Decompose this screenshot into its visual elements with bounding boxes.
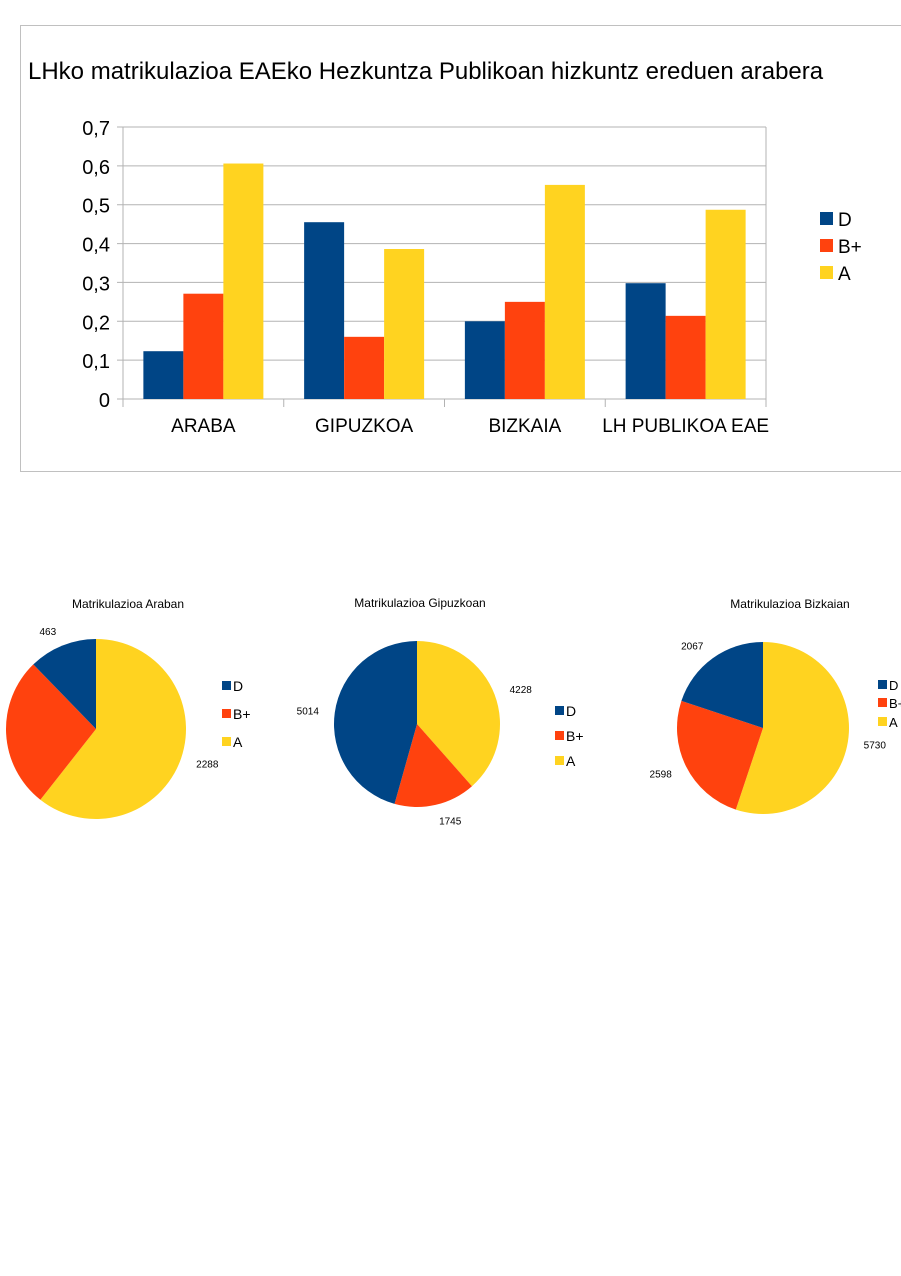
pie-data-label: 2067 — [681, 641, 704, 652]
bar-bplus — [504, 301, 545, 399]
pie-title: Matrikulazioa Gipuzkoan — [354, 596, 485, 610]
x-tick-label: LH PUBLIKOA EAE — [602, 416, 769, 437]
pie-data-label: 2288 — [196, 760, 219, 771]
y-tick-label: 0,4 — [82, 235, 110, 257]
bar-a — [384, 249, 425, 399]
y-tick-label: 0,1 — [82, 351, 110, 373]
bar-d — [464, 321, 505, 399]
y-tick-label: 0,6 — [82, 157, 110, 179]
bar-chart-title: LHko matrikulazioa EAEko Hezkuntza Publi… — [28, 58, 824, 85]
bar-bplus — [665, 315, 706, 399]
legend-label: B+ — [838, 237, 862, 258]
legend-swatch-a — [555, 756, 564, 765]
pie-slice-bplus — [5, 664, 96, 800]
legend-swatch-bplus — [820, 239, 833, 252]
legend-swatch-d — [555, 706, 564, 715]
bar-bplus — [183, 293, 224, 399]
legend-label: D — [889, 678, 898, 693]
y-tick-label: 0,5 — [82, 196, 110, 218]
x-tick-label: ARABA — [171, 416, 236, 437]
pie-data-label: 5014 — [297, 706, 320, 717]
pie-slice-d — [681, 641, 763, 728]
pie-data-label: 1745 — [439, 817, 462, 828]
pie-slice-d — [333, 641, 417, 804]
x-tick-label: GIPUZKOA — [315, 416, 414, 437]
legend-swatch-a — [878, 717, 887, 726]
legend-label: B+ — [233, 706, 251, 722]
legend-swatch-bplus — [878, 698, 887, 707]
pie-data-label: 5730 — [864, 740, 887, 751]
bar-d — [304, 222, 345, 399]
legend-swatch-a — [222, 737, 231, 746]
legend-label: D — [838, 210, 852, 231]
legend-label: B+ — [566, 728, 584, 744]
pie-data-label: 463 — [39, 627, 56, 638]
pie-data-label: 2598 — [650, 770, 673, 781]
y-tick-label: 0 — [99, 390, 110, 412]
bar-a — [544, 184, 585, 399]
pie-title: Matrikulazioa Araban — [72, 597, 184, 611]
y-tick-label: 0,2 — [82, 312, 110, 334]
legend-swatch-a — [820, 266, 833, 279]
bar-a — [705, 209, 746, 399]
legend-label: D — [233, 678, 243, 694]
pie-slice-d — [33, 639, 96, 729]
legend-swatch-d — [878, 680, 887, 689]
pie-slice-a — [417, 641, 500, 787]
pie-slice-a — [735, 642, 849, 815]
legend-label: A — [566, 753, 576, 769]
pie-data-label: 4228 — [510, 685, 533, 696]
x-tick-label: BIZKAIA — [488, 416, 561, 437]
legend-swatch-bplus — [222, 709, 231, 718]
legend-swatch-bplus — [555, 731, 564, 740]
pie-slice-a — [40, 639, 186, 819]
bar-a — [223, 163, 264, 399]
pie-slice-bplus — [394, 724, 472, 807]
legend-swatch-d — [820, 212, 833, 225]
y-tick-label: 0,3 — [82, 273, 110, 295]
legend-label: B+ — [889, 696, 901, 711]
legend-swatch-d — [222, 681, 231, 690]
bar-d — [625, 283, 666, 399]
y-tick-label: 0,7 — [82, 118, 110, 140]
bar-bplus — [344, 336, 385, 399]
legend-label: A — [889, 715, 898, 730]
bar-d — [143, 351, 184, 399]
pie-slice-bplus — [677, 700, 763, 810]
legend-label: A — [838, 264, 851, 285]
legend-label: D — [566, 703, 576, 719]
legend-label: A — [233, 734, 243, 750]
bar-chart-frame — [20, 25, 901, 472]
pie-title: Matrikulazioa Bizkaian — [730, 597, 849, 611]
